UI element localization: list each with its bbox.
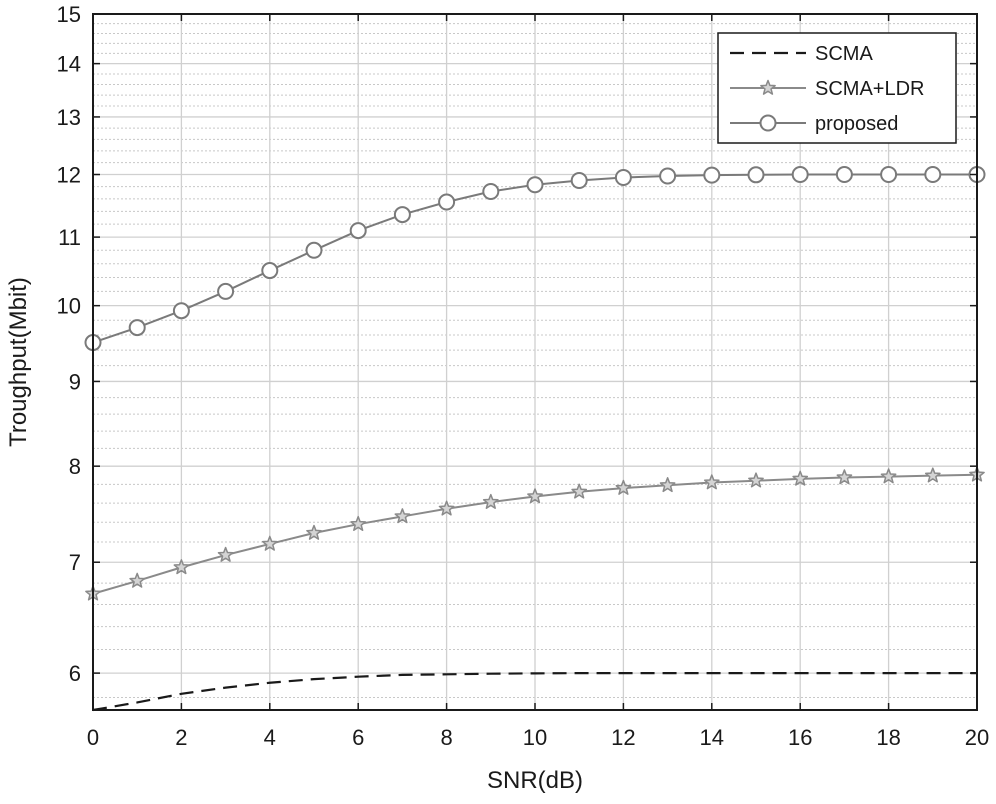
data-point [659,167,677,185]
x-tick-label: 12 [611,725,635,750]
y-tick-label: 14 [57,52,81,77]
x-tick-label: 14 [700,725,724,750]
x-axis-title: SNR(dB) [487,767,583,794]
data-point [217,282,235,300]
data-point [615,479,632,495]
data-point [835,166,853,184]
data-point [880,468,897,484]
data-point [659,477,676,493]
y-tick-label: 8 [69,454,81,479]
y-axis: 6 7 8 9 10 11 12 13 14 15 [57,2,977,686]
data-point [836,469,853,485]
legend-item: SCMA+LDR [730,78,924,100]
data-point [438,193,456,211]
y-tick-label: 13 [57,105,81,130]
data-point [703,166,721,184]
y-tick-label: 11 [58,225,81,250]
data-point [570,172,588,190]
legend-item: proposed [730,113,898,135]
legend-label: SCMA [815,43,873,65]
legend-marker [760,79,776,95]
data-point [349,222,367,240]
legend-marker [759,114,777,132]
data-point [438,500,455,516]
data-point [571,483,588,499]
data-point [393,206,411,224]
data-point [394,508,411,524]
legend-label: SCMA+LDR [815,78,924,100]
data-point [306,524,322,540]
y-axis-title: Troughput(Mbit) [5,277,32,447]
data-point [173,559,190,575]
data-point [261,535,278,551]
x-axis: 0 2 4 6 8 10 12 14 16 18 20 [87,14,989,750]
series-line [92,671,977,712]
data-point [482,493,499,509]
x-tick-label: 20 [965,725,989,750]
data-point [792,470,809,486]
data-point [703,474,720,490]
y-tick-label: 6 [69,661,81,686]
data-point [305,241,323,259]
x-tick-label: 8 [440,725,452,750]
data-point [791,166,809,184]
x-tick-label: 2 [175,725,187,750]
series-proposed [84,166,986,352]
legend: SCMA SCMA+LDR proposed [717,32,957,144]
data-point [172,302,190,320]
legend-label: proposed [815,113,898,135]
x-tick-label: 0 [87,725,99,750]
data-point [924,467,941,483]
series-layer [84,166,986,712]
data-point [747,166,765,184]
data-point [880,166,898,184]
x-tick-label: 4 [264,725,276,750]
data-point [482,182,500,200]
x-tick-label: 6 [352,725,364,750]
y-tick-label: 7 [69,550,81,575]
data-point [261,262,279,280]
y-tick-label: 15 [57,2,81,27]
data-point [614,169,632,187]
data-point [129,572,146,588]
legend-item: SCMA [730,43,873,65]
data-point [350,515,367,532]
data-point [748,472,764,488]
x-tick-label: 18 [876,725,900,750]
x-tick-label: 10 [523,725,547,750]
data-point [128,319,146,337]
x-tick-label: 16 [788,725,812,750]
data-point [526,176,544,194]
y-tick-label: 10 [57,294,81,319]
data-point [527,488,543,504]
y-tick-label: 12 [57,163,81,188]
y-tick-label: 9 [69,369,81,394]
data-point [217,546,234,562]
data-point [924,166,942,184]
series-scma [92,671,977,712]
